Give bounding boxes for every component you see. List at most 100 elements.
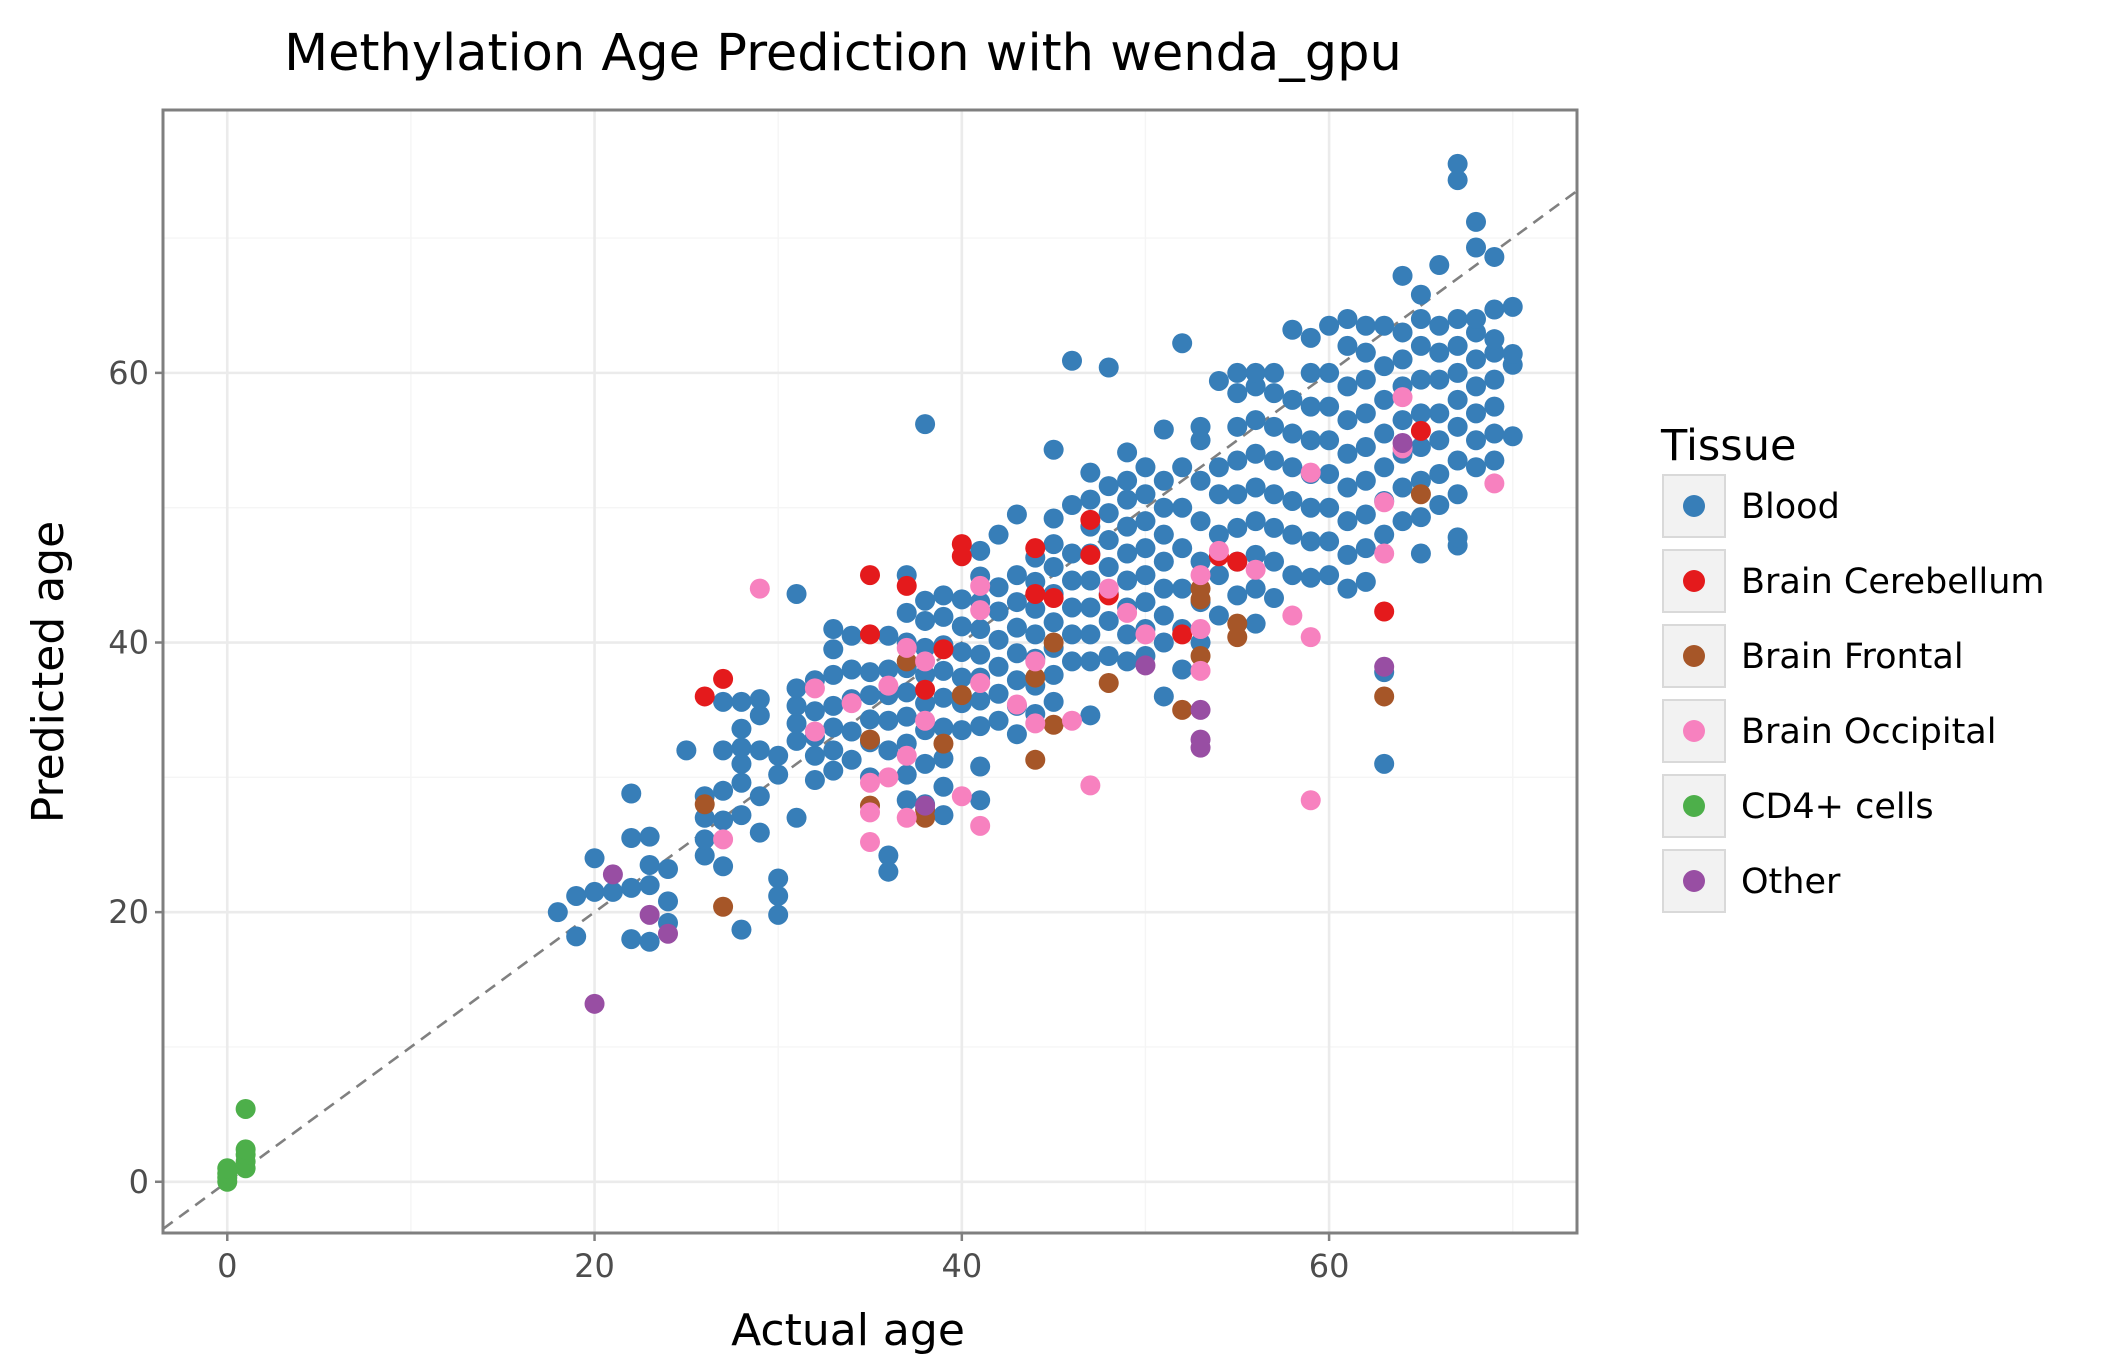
data-point-blood: [1337, 511, 1358, 532]
legend-label: Brain Cerebellum: [1741, 562, 2044, 602]
x-tick-label: 20: [574, 1247, 615, 1285]
data-point-blood: [1429, 369, 1450, 390]
legend-key: [1662, 849, 1726, 913]
data-point-blood: [1153, 524, 1174, 545]
x-tick-label: 0: [217, 1247, 237, 1285]
data-point-blood: [988, 524, 1009, 545]
data-point-blood: [1319, 463, 1340, 484]
data-point-blood: [933, 585, 954, 606]
data-point-blood: [1208, 370, 1229, 391]
data-point-blood: [749, 786, 770, 807]
data-point-blood: [658, 891, 678, 912]
series-brain-frontal: [694, 484, 1431, 917]
data-point-blood: [768, 868, 789, 889]
data-point-blood: [1153, 551, 1174, 572]
data-point-blood: [933, 660, 954, 681]
data-point-blood: [1153, 632, 1174, 653]
data-point-brain-occipital: [1208, 540, 1229, 561]
data-point-blood: [1264, 588, 1284, 609]
data-point-blood: [1043, 439, 1064, 460]
data-point-blood: [970, 790, 991, 811]
y-tick-label: 40: [108, 624, 149, 662]
data-point-brain-frontal: [1098, 672, 1119, 693]
data-point-blood: [1043, 612, 1064, 633]
legend-label: Other: [1741, 862, 1841, 902]
data-point-blood: [1319, 396, 1340, 417]
data-point-blood: [1466, 237, 1486, 258]
data-point-other: [1392, 432, 1413, 453]
data-point-blood: [768, 745, 789, 766]
data-point-brain-occipital: [1300, 627, 1321, 648]
data-point-blood: [841, 625, 862, 646]
data-point-blood: [970, 756, 991, 777]
data-point-blood: [1245, 477, 1266, 498]
data-point-brain-occipital: [970, 575, 991, 596]
data-point-blood: [1319, 362, 1340, 383]
data-point-blood: [1484, 246, 1505, 267]
data-point-brain-cerebellum: [933, 639, 954, 660]
data-point-cd4-cells: [235, 1098, 256, 1119]
data-point-brain-occipital: [1190, 619, 1211, 640]
data-point-blood: [1153, 470, 1174, 491]
data-point-blood: [1374, 356, 1395, 377]
data-point-brain-occipital: [749, 578, 770, 599]
data-point-blood: [1300, 531, 1321, 552]
data-point-blood: [804, 701, 825, 722]
data-point-blood: [823, 717, 844, 738]
data-point-brain-cerebellum: [1080, 509, 1101, 530]
data-point-brain-cerebellum: [896, 575, 917, 596]
data-point-blood: [1466, 349, 1486, 370]
data-point-blood: [1466, 308, 1486, 329]
data-point-blood: [933, 717, 954, 738]
data-point-blood: [1374, 524, 1395, 545]
legend-swatch: [1683, 570, 1705, 592]
data-point-blood: [1447, 416, 1468, 437]
data-point-blood: [1282, 490, 1303, 511]
data-point-blood: [1447, 170, 1468, 191]
data-point-blood: [1300, 362, 1321, 383]
data-point-brain-occipital: [878, 675, 899, 696]
legend-label: Brain Occipital: [1741, 712, 1996, 752]
data-point-blood: [823, 619, 844, 640]
data-point-blood: [1062, 350, 1082, 371]
data-point-blood: [1025, 598, 1046, 619]
data-point-blood: [1227, 450, 1248, 471]
legend-label: CD4+ cells: [1741, 787, 1934, 827]
y-tick-label: 0: [129, 1163, 149, 1201]
data-point-blood: [1135, 457, 1156, 478]
data-point-blood: [1264, 416, 1284, 437]
data-point-blood: [1355, 315, 1376, 336]
data-point-blood: [1300, 327, 1321, 348]
data-point-blood: [1264, 517, 1284, 538]
data-point-blood: [951, 616, 972, 637]
data-point-brain-occipital: [860, 772, 880, 793]
data-point-brain-frontal: [1190, 645, 1211, 666]
data-point-brain-cerebellum: [951, 546, 972, 567]
data-point-blood: [731, 919, 752, 940]
legend-label: Blood: [1741, 487, 1840, 527]
data-point-brain-occipital: [1392, 387, 1413, 408]
data-point-brain-occipital: [1282, 605, 1303, 626]
data-point-blood: [731, 737, 752, 758]
legend-item-brain-occipital: Brain Occipital: [1662, 699, 1996, 763]
data-point-blood: [1484, 423, 1505, 444]
data-point-blood: [786, 807, 807, 828]
data-point-blood: [1374, 457, 1395, 478]
data-point-brain-cerebellum: [1043, 588, 1064, 609]
data-point-blood: [1282, 423, 1303, 444]
data-points: [217, 153, 1523, 1192]
data-point-blood: [878, 659, 899, 680]
data-point-blood: [933, 805, 954, 826]
data-point-blood: [1264, 450, 1284, 471]
data-point-blood: [1006, 724, 1027, 745]
data-point-blood: [1117, 543, 1138, 564]
data-point-blood: [896, 602, 917, 623]
data-point-blood: [1337, 376, 1358, 397]
data-point-blood: [1429, 315, 1450, 336]
data-point-blood: [1392, 265, 1413, 286]
data-point-brain-occipital: [1006, 694, 1027, 715]
data-point-blood: [1172, 333, 1193, 354]
data-point-brain-cerebellum: [1374, 601, 1395, 622]
legend-title: Tissue: [1660, 421, 1796, 471]
data-point-blood: [988, 656, 1009, 677]
